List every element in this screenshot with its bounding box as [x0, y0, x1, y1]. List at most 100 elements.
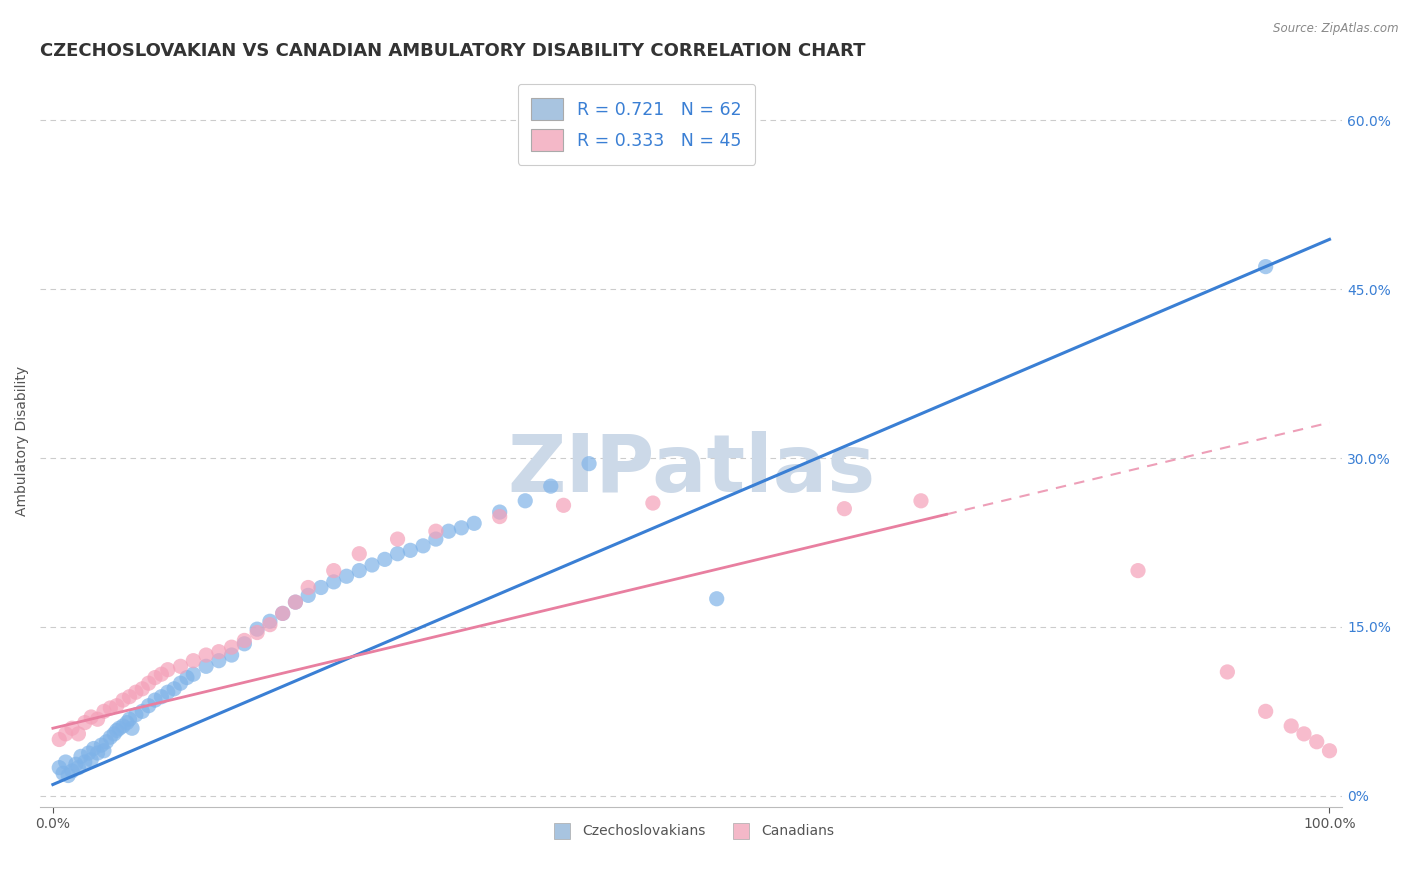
Point	[515, 493, 537, 508]
Point	[143, 671, 166, 685]
Point	[437, 524, 460, 539]
Point	[118, 712, 141, 726]
Point	[425, 524, 447, 539]
Point	[121, 721, 143, 735]
Point	[553, 498, 575, 512]
Point	[48, 761, 70, 775]
Text: ZIPatlas: ZIPatlas	[508, 432, 876, 509]
Point	[131, 681, 153, 696]
Point	[297, 588, 319, 602]
Point	[1292, 727, 1315, 741]
Point	[399, 543, 422, 558]
Point	[578, 457, 600, 471]
Point	[271, 607, 294, 621]
Point	[143, 693, 166, 707]
Point	[93, 744, 115, 758]
Point	[73, 715, 96, 730]
Point	[1319, 744, 1341, 758]
Point	[169, 676, 191, 690]
Point	[488, 509, 510, 524]
Point	[349, 564, 371, 578]
Point	[125, 707, 148, 722]
Point	[221, 640, 243, 655]
Point	[67, 761, 90, 775]
Point	[450, 521, 472, 535]
Point	[150, 667, 173, 681]
Point	[910, 493, 932, 508]
Point	[335, 569, 357, 583]
Legend: Czechoslovakians, Canadians: Czechoslovakians, Canadians	[543, 819, 839, 844]
Point	[150, 690, 173, 704]
Point	[65, 757, 87, 772]
Point	[1216, 665, 1239, 679]
Point	[1254, 260, 1277, 274]
Point	[60, 721, 83, 735]
Point	[103, 727, 125, 741]
Point	[1279, 719, 1302, 733]
Point	[80, 753, 103, 767]
Point	[387, 532, 409, 546]
Point	[834, 501, 856, 516]
Point	[169, 659, 191, 673]
Point	[195, 659, 218, 673]
Point	[641, 496, 664, 510]
Point	[55, 755, 77, 769]
Text: Source: ZipAtlas.com: Source: ZipAtlas.com	[1274, 22, 1399, 36]
Point	[67, 727, 90, 741]
Point	[1306, 735, 1329, 749]
Point	[60, 764, 83, 778]
Point	[112, 719, 135, 733]
Point	[284, 595, 307, 609]
Point	[463, 516, 485, 531]
Point	[706, 591, 728, 606]
Point	[322, 564, 344, 578]
Point	[98, 731, 121, 745]
Point	[112, 693, 135, 707]
Point	[125, 685, 148, 699]
Point	[271, 607, 294, 621]
Point	[138, 676, 160, 690]
Point	[284, 595, 307, 609]
Point	[412, 539, 434, 553]
Point	[233, 633, 256, 648]
Point	[96, 735, 118, 749]
Point	[156, 663, 179, 677]
Point	[77, 746, 100, 760]
Text: CZECHOSLOVAKIAN VS CANADIAN AMBULATORY DISABILITY CORRELATION CHART: CZECHOSLOVAKIAN VS CANADIAN AMBULATORY D…	[41, 42, 866, 60]
Point	[58, 768, 80, 782]
Point	[488, 505, 510, 519]
Point	[259, 617, 281, 632]
Point	[233, 637, 256, 651]
Point	[115, 715, 138, 730]
Point	[361, 558, 384, 572]
Point	[105, 723, 128, 738]
Point	[48, 732, 70, 747]
Point	[374, 552, 396, 566]
Point	[309, 581, 332, 595]
Point	[156, 685, 179, 699]
Point	[1254, 704, 1277, 718]
Point	[208, 645, 231, 659]
Point	[80, 710, 103, 724]
Y-axis label: Ambulatory Disability: Ambulatory Disability	[15, 366, 30, 516]
Point	[297, 581, 319, 595]
Point	[181, 654, 204, 668]
Point	[52, 766, 75, 780]
Point	[322, 574, 344, 589]
Point	[540, 479, 562, 493]
Point	[163, 681, 186, 696]
Point	[118, 690, 141, 704]
Point	[208, 654, 231, 668]
Point	[138, 698, 160, 713]
Point	[176, 671, 198, 685]
Point	[221, 648, 243, 662]
Point	[425, 532, 447, 546]
Point	[181, 667, 204, 681]
Point	[93, 704, 115, 718]
Point	[259, 614, 281, 628]
Point	[105, 698, 128, 713]
Point	[387, 547, 409, 561]
Point	[83, 741, 105, 756]
Point	[349, 547, 371, 561]
Point	[131, 704, 153, 718]
